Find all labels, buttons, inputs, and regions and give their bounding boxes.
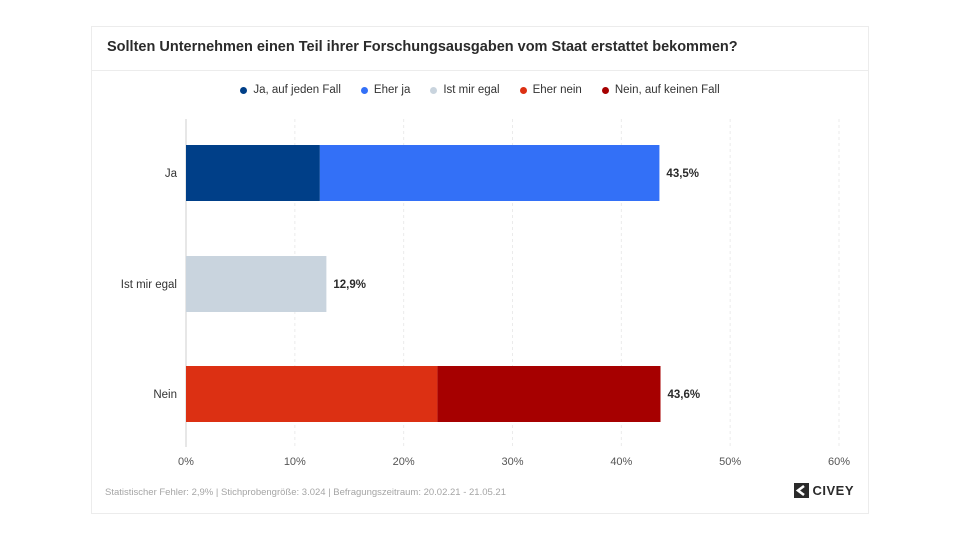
x-tick-label: 50% <box>719 456 741 468</box>
x-tick-label: 40% <box>610 456 632 468</box>
bar-segment <box>437 366 661 422</box>
legend-label: Eher ja <box>373 84 411 96</box>
chart-plot: 0% 10% 20% 30% 40% 50% 60% Ja 43,5% Ist mir egal 1… <box>121 119 850 468</box>
legend-item: Eher ja <box>360 84 411 96</box>
bar-segment <box>186 256 327 312</box>
legend-dot <box>601 86 609 94</box>
legend-label: Ja, auf jeden Fall <box>253 84 341 96</box>
bar-total-label: 43,6% <box>668 389 701 401</box>
logo-text: CIVEY <box>812 483 854 498</box>
legend-label: Nein, auf keinen Fall <box>614 84 720 96</box>
legend-item: Ja, auf jeden Fall <box>240 84 341 96</box>
bar-segment <box>186 366 438 422</box>
bar-total-label: 43,5% <box>666 168 699 180</box>
legend-dot <box>240 86 248 94</box>
civey-logo: CIVEY <box>794 483 854 498</box>
x-tick-label: 30% <box>501 456 523 468</box>
legend-label: Ist mir egal <box>443 84 500 96</box>
title-divider <box>92 70 868 71</box>
x-tick-label: 20% <box>393 456 415 468</box>
category-label: Ja <box>165 168 178 180</box>
x-tick-label: 60% <box>828 456 850 468</box>
legend-item: Eher nein <box>519 84 582 96</box>
x-tick-label: 0% <box>178 456 194 468</box>
category-label: Nein <box>153 389 177 401</box>
bar-segment <box>186 145 320 201</box>
civey-logo-icon <box>794 483 810 498</box>
legend-item: Nein, auf keinen Fall <box>601 84 720 96</box>
legend-label: Eher nein <box>532 84 582 96</box>
bar-segment <box>319 145 660 201</box>
footer-note: Statistischer Fehler: 2,9% | Stichproben… <box>105 487 506 498</box>
category-label: Ist mir egal <box>121 279 177 291</box>
x-tick-label: 10% <box>284 456 306 468</box>
bar-total-label: 12,9% <box>333 279 366 291</box>
chart-legend: Ja, auf jeden Fall Eher ja Ist mir egal Ehe… <box>92 84 868 96</box>
chart-title: Sollten Unternehmen einen Teil ihrer For… <box>107 39 738 55</box>
legend-dot <box>430 86 438 94</box>
legend-dot <box>360 86 368 94</box>
chart-card: Sollten Unternehmen einen Teil ihrer For… <box>91 26 869 514</box>
legend-item: Ist mir egal <box>430 84 500 96</box>
legend-dot <box>519 86 527 94</box>
